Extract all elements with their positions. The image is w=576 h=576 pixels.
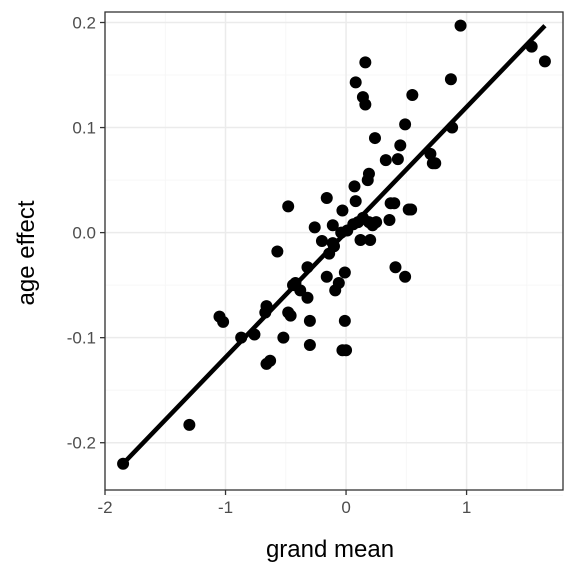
data-point: [383, 214, 396, 227]
y-tick-label: -0.2: [67, 434, 96, 453]
x-tick-label: 1: [462, 498, 471, 517]
data-point: [444, 73, 457, 86]
x-axis-ticks: -2 -1 0 1: [97, 490, 471, 517]
data-point: [332, 277, 345, 290]
y-tick-label: 0.0: [72, 224, 96, 243]
data-point: [424, 147, 437, 160]
data-point: [248, 328, 261, 341]
data-point: [399, 270, 412, 283]
data-point: [405, 203, 418, 216]
data-point: [217, 315, 230, 328]
data-point: [406, 88, 419, 101]
data-point: [277, 331, 290, 344]
data-point: [320, 191, 333, 204]
y-axis-title: age effect: [13, 200, 40, 305]
data-point: [336, 204, 349, 217]
y-tick-label: 0.1: [72, 119, 96, 138]
data-point: [368, 132, 381, 145]
data-point: [294, 284, 307, 297]
data-point: [446, 121, 459, 134]
data-point: [320, 270, 333, 283]
data-point: [359, 56, 372, 69]
data-point: [183, 418, 196, 431]
data-point: [340, 344, 353, 357]
data-point: [117, 457, 130, 470]
data-point: [301, 261, 314, 274]
points-layer: [117, 19, 551, 470]
data-point: [391, 153, 404, 166]
data-point: [264, 354, 277, 367]
data-point: [259, 306, 272, 319]
data-point: [338, 314, 351, 327]
data-point: [315, 235, 328, 248]
data-point: [303, 314, 316, 327]
data-point: [370, 216, 383, 229]
data-point: [394, 139, 407, 152]
data-point: [348, 180, 361, 193]
data-point: [328, 240, 340, 253]
minor-gridlines: [105, 12, 563, 496]
data-point: [271, 245, 284, 258]
data-point: [359, 98, 372, 111]
data-point: [454, 19, 467, 32]
data-point: [525, 40, 538, 53]
data-point: [338, 266, 351, 279]
x-tick-label: -1: [218, 498, 233, 517]
panel-border: [104, 11, 564, 491]
data-point: [301, 291, 314, 304]
data-point: [282, 200, 295, 213]
data-point: [235, 331, 248, 344]
data-point: [379, 154, 392, 167]
data-point: [429, 157, 442, 170]
data-point: [308, 221, 321, 234]
data-point: [349, 195, 362, 208]
data-point: [303, 339, 316, 352]
data-point: [349, 76, 362, 89]
y-tick-label: 0.2: [72, 14, 96, 33]
x-axis-title: grand mean: [266, 536, 394, 563]
data-point: [362, 167, 375, 180]
data-point: [284, 309, 297, 322]
data-point: [538, 55, 551, 68]
y-tick-label: -0.1: [67, 329, 96, 348]
x-tick-label: 0: [341, 498, 350, 517]
data-point: [354, 233, 367, 246]
data-point: [399, 118, 412, 131]
data-point: [364, 233, 377, 246]
x-tick-label: -2: [97, 498, 112, 517]
data-point: [326, 219, 339, 232]
data-point: [388, 197, 401, 210]
data-point: [389, 261, 402, 274]
y-axis-ticks: -0.2 -0.1 0.0 0.1 0.2: [67, 14, 105, 453]
